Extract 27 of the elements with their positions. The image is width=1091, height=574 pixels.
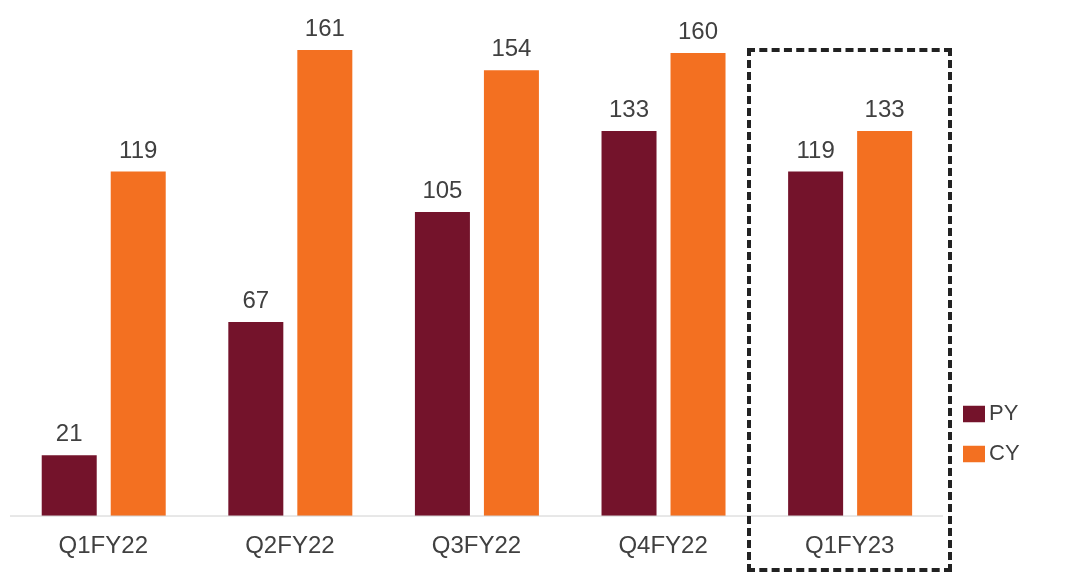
data-label: 21 [55,419,83,447]
data-label: 119 [119,135,158,163]
bar [483,70,539,516]
bar [414,212,470,516]
data-label: 119 [796,135,835,163]
x-tick-label: Q1FY23 [805,531,895,559]
data-label: 67 [242,286,270,314]
x-tick-label: Q2FY22 [245,531,335,559]
bar [110,171,166,516]
legend-label: CY [989,440,1020,465]
x-tick-label: Q4FY22 [618,531,708,559]
data-label: 105 [422,176,463,204]
data-label: 154 [491,34,532,62]
x-tick-label: Q3FY22 [431,531,522,559]
data-label: 161 [304,14,345,41]
bar [670,52,726,516]
bar [601,131,657,516]
data-label: 133 [864,95,905,123]
bar [788,171,844,516]
bar [228,322,284,516]
bar [41,455,97,516]
data-label: 160 [678,16,719,44]
bar [857,131,913,516]
legend-label: PY [989,400,1019,425]
x-tick-label: Q1FY22 [58,531,148,559]
bar [297,50,353,516]
data-label: 133 [609,95,650,123]
